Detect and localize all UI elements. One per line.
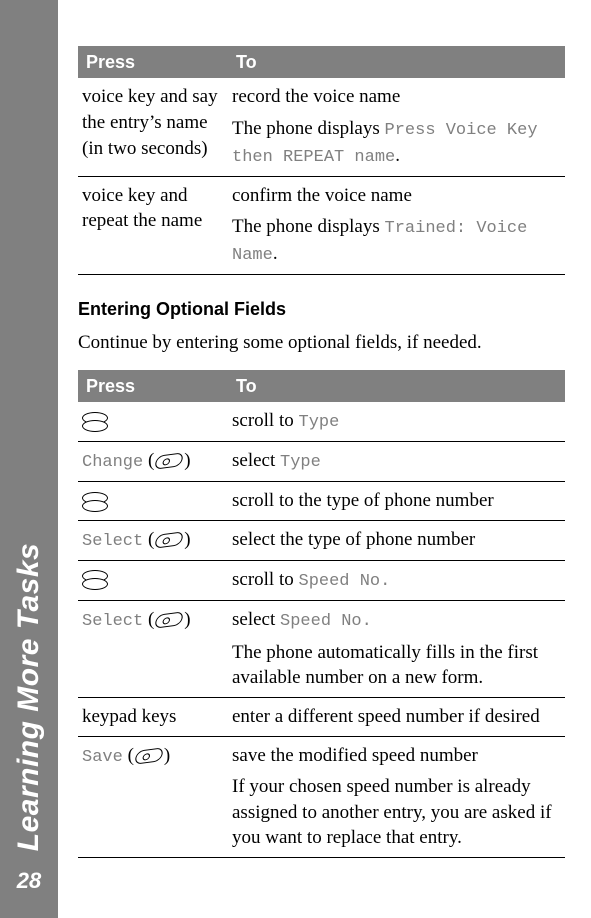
table-row: Save () save the modified speed number I… [78,736,565,858]
code-span: Speed No. [299,572,391,591]
table1-header-press: Press [78,46,228,78]
optional-fields-table: Press To scroll to Type Change [78,370,565,858]
paren: ) [164,745,170,766]
table-row: scroll to Speed No. [78,560,565,600]
section-paragraph: Continue by entering some optional field… [78,330,565,356]
to-text: If your chosen speed number is already a… [232,774,557,851]
code-span: Type [280,453,321,472]
press-cell: voice key and say the entry’s name (in t… [78,78,228,176]
soft-key-icon [134,747,164,764]
to-cell: select the type of phone number [228,520,565,560]
to-cell: enter a different speed number if desire… [228,697,565,736]
to-cell: scroll to Type [228,402,565,441]
text-span: . [273,243,278,264]
scroll-key-icon [82,570,106,590]
softkey-label: Change [82,453,143,472]
paren: ( [148,450,154,471]
to-cell: save the modified speed number If your c… [228,736,565,858]
softkey-label: Select [82,612,143,631]
page: Learning More Tasks 28 Press To voice ke… [0,0,591,918]
text-span: scroll to [232,569,299,590]
press-cell: Select () [78,520,228,560]
code-span: Type [299,413,340,432]
press-cell: Select () [78,600,228,697]
to-text: The phone displays Press Voice Key then … [232,116,557,170]
softkey-label: Save [82,748,123,767]
table-row: scroll to Type [78,402,565,441]
paren: ( [148,529,154,550]
sidebar-title: Learning More Tasks [12,543,46,851]
table-row: voice key and repeat the name confirm th… [78,176,565,275]
page-number: 28 [0,868,58,894]
to-text: record the voice name [232,84,557,110]
sidebar: Learning More Tasks 28 [0,0,58,918]
text-span: select [232,609,280,630]
text-span: The phone displays [232,118,385,139]
voice-key-table: Press To voice key and say the entry’s n… [78,46,565,275]
text-span: . [395,145,400,166]
press-cell: Change () [78,442,228,482]
press-cell [78,560,228,600]
table-row: keypad keys enter a different speed numb… [78,697,565,736]
softkey-label: Select [82,532,143,551]
soft-key-icon [154,611,184,628]
table2-header-to: To [228,370,565,402]
soft-key-icon [154,452,184,469]
to-cell: scroll to the type of phone number [228,482,565,521]
to-cell: scroll to Speed No. [228,560,565,600]
to-text: The phone automatically fills in the fir… [232,640,557,691]
text-span: select [232,450,280,471]
scroll-key-icon [82,412,106,432]
table-row: Select () select Speed No. The phone aut… [78,600,565,697]
text-span: The phone displays [232,216,385,237]
table2-header-press: Press [78,370,228,402]
to-cell: select Speed No. The phone automatically… [228,600,565,697]
to-text: save the modified speed number [232,743,557,769]
table-row: Change () select Type [78,442,565,482]
paren: ) [184,609,190,630]
press-cell [78,482,228,521]
code-span: Speed No. [280,612,372,631]
press-cell [78,402,228,441]
table-row: scroll to the type of phone number [78,482,565,521]
press-cell: Save () [78,736,228,858]
paren: ( [128,745,134,766]
content-area: Press To voice key and say the entry’s n… [78,46,565,858]
scroll-key-icon [82,492,106,512]
to-text: The phone displays Trained: Voice Name. [232,214,557,268]
paren: ) [184,450,190,471]
to-cell: confirm the voice name The phone display… [228,176,565,275]
soft-key-icon [154,531,184,548]
to-cell: record the voice name The phone displays… [228,78,565,176]
text-span: scroll to [232,410,299,431]
paren: ) [184,529,190,550]
press-cell: keypad keys [78,697,228,736]
paren: ( [148,609,154,630]
to-text: select Speed No. [232,607,557,634]
table-row: Select () select the type of phone numbe… [78,520,565,560]
to-text: confirm the voice name [232,183,557,209]
to-cell: select Type [228,442,565,482]
table1-header-to: To [228,46,565,78]
section-heading: Entering Optional Fields [78,299,565,320]
table-row: voice key and say the entry’s name (in t… [78,78,565,176]
press-cell: voice key and repeat the name [78,176,228,275]
